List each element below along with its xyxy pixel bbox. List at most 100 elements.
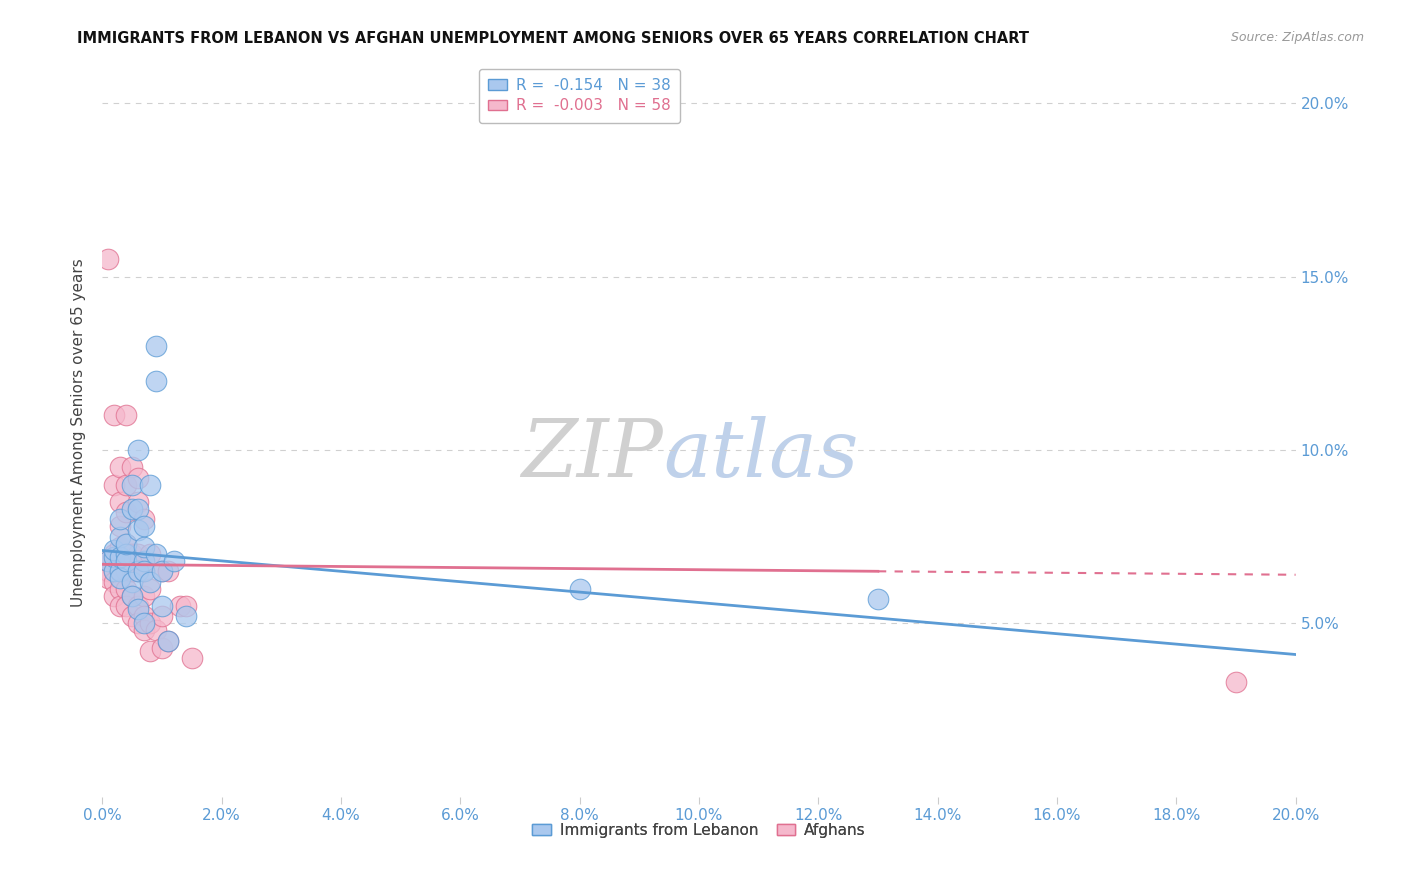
Point <box>115 582 138 596</box>
Point <box>103 547 125 561</box>
Point <box>139 574 162 589</box>
Point <box>156 564 179 578</box>
Point <box>115 536 138 550</box>
Point <box>174 599 197 613</box>
Point <box>1225 675 1247 690</box>
Point <box>150 564 173 578</box>
Point <box>108 571 131 585</box>
Point <box>132 589 155 603</box>
Point <box>108 599 131 613</box>
Point <box>97 554 120 568</box>
Text: Source: ZipAtlas.com: Source: ZipAtlas.com <box>1230 31 1364 45</box>
Point <box>132 564 155 578</box>
Point <box>108 495 131 509</box>
Text: atlas: atlas <box>664 416 859 493</box>
Point <box>108 582 131 596</box>
Point <box>127 616 149 631</box>
Point <box>127 602 149 616</box>
Point <box>156 633 179 648</box>
Point <box>127 495 149 509</box>
Point <box>150 609 173 624</box>
Point <box>127 564 149 578</box>
Point <box>568 582 591 596</box>
Point <box>145 547 167 561</box>
Point <box>115 564 138 578</box>
Point <box>121 564 143 578</box>
Point <box>103 574 125 589</box>
Point <box>150 564 173 578</box>
Point <box>115 554 138 568</box>
Point <box>132 540 155 554</box>
Point <box>163 554 186 568</box>
Point <box>121 547 143 561</box>
Point <box>121 574 143 589</box>
Point <box>139 644 162 658</box>
Point <box>103 477 125 491</box>
Point <box>132 519 155 533</box>
Point <box>103 409 125 423</box>
Point <box>108 512 131 526</box>
Point <box>108 554 131 568</box>
Point <box>115 599 138 613</box>
Point <box>132 616 155 631</box>
Point <box>121 460 143 475</box>
Y-axis label: Unemployment Among Seniors over 65 years: Unemployment Among Seniors over 65 years <box>72 258 86 607</box>
Point <box>103 543 125 558</box>
Point <box>103 550 125 565</box>
Point <box>108 564 131 578</box>
Point <box>115 477 138 491</box>
Point <box>121 501 143 516</box>
Point <box>127 564 149 578</box>
Point <box>150 640 173 655</box>
Point <box>97 554 120 568</box>
Legend: Immigrants from Lebanon, Afghans: Immigrants from Lebanon, Afghans <box>526 816 872 844</box>
Point <box>108 564 131 578</box>
Point <box>108 530 131 544</box>
Point <box>121 609 143 624</box>
Point <box>115 547 138 561</box>
Point <box>127 599 149 613</box>
Point <box>169 599 191 613</box>
Point <box>174 609 197 624</box>
Point <box>127 471 149 485</box>
Point <box>108 540 131 554</box>
Point <box>97 252 120 267</box>
Point <box>156 633 179 648</box>
Point <box>103 554 125 568</box>
Point <box>121 477 143 491</box>
Text: IMMIGRANTS FROM LEBANON VS AFGHAN UNEMPLOYMENT AMONG SENIORS OVER 65 YEARS CORRE: IMMIGRANTS FROM LEBANON VS AFGHAN UNEMPL… <box>77 31 1029 46</box>
Point <box>132 609 155 624</box>
Text: ZIP: ZIP <box>522 416 664 493</box>
Point <box>103 564 125 578</box>
Point <box>103 564 125 578</box>
Point <box>115 409 138 423</box>
Point <box>127 442 149 457</box>
Point <box>121 589 143 603</box>
Point <box>121 589 143 603</box>
Point <box>127 547 149 561</box>
Point <box>108 550 131 565</box>
Point <box>108 460 131 475</box>
Point <box>115 554 138 568</box>
Point <box>139 477 162 491</box>
Point <box>97 564 120 578</box>
Point <box>132 554 155 568</box>
Point <box>139 616 162 631</box>
Point <box>132 564 155 578</box>
Point <box>145 624 167 638</box>
Point <box>132 512 155 526</box>
Point <box>132 624 155 638</box>
Point <box>139 582 162 596</box>
Point <box>866 592 889 607</box>
Point <box>127 523 149 537</box>
Point <box>127 501 149 516</box>
Point <box>145 374 167 388</box>
Point <box>139 547 162 561</box>
Point <box>145 339 167 353</box>
Point <box>180 651 202 665</box>
Point <box>103 589 125 603</box>
Point <box>97 571 120 585</box>
Point <box>150 599 173 613</box>
Point <box>108 571 131 585</box>
Point <box>108 519 131 533</box>
